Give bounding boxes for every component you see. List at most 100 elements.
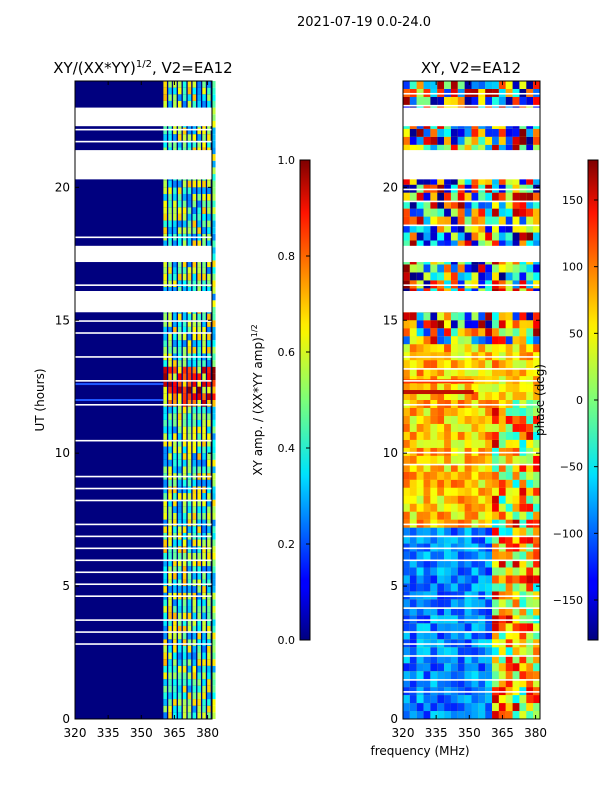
right-heatmap-cell <box>512 216 520 225</box>
left-heatmap-cell <box>197 546 201 553</box>
right-heatmap-cell <box>464 527 472 536</box>
left-heatmap-cell <box>202 599 206 607</box>
right-heatmap-cell <box>464 559 472 568</box>
left-heatmap-cell <box>168 140 172 148</box>
right-heatmap-cell <box>519 407 527 416</box>
left-heatmap-cell <box>182 586 187 593</box>
right-heatmap-cell <box>423 583 431 592</box>
left-heatmap-cell <box>197 406 201 414</box>
left-heatmap-cell <box>182 200 187 208</box>
left-heatmap-cell <box>197 586 201 593</box>
right-heatmap-cell <box>437 479 445 488</box>
left-heatmap-cell <box>163 566 167 573</box>
right-heatmap-cell <box>464 567 472 576</box>
left-heatmap-cell <box>187 413 192 420</box>
right-heatmap-cell <box>444 551 451 560</box>
right-heatmap-cell <box>485 144 493 153</box>
right-x-tick-label: 320 <box>392 726 415 740</box>
right-heatmap-cell <box>498 216 506 225</box>
left-heatmap-cell <box>192 326 197 334</box>
left-heatmap-cell <box>168 393 172 400</box>
left-heatmap-cell <box>207 632 211 640</box>
left-flagged-row <box>75 547 212 550</box>
right-heatmap-cell <box>505 559 513 568</box>
right-heatmap-cell <box>478 264 486 273</box>
left-heatmap-cell <box>182 599 187 607</box>
left-heatmap-cell <box>192 439 197 447</box>
left-heatmap-cell <box>187 446 192 454</box>
right-heatmap-cell <box>430 631 438 640</box>
left-heatmap-cell <box>202 439 206 447</box>
right-heatmap-cell <box>505 415 513 424</box>
right-heatmap-cell <box>533 575 540 584</box>
right-heatmap-cell <box>478 495 486 504</box>
right-heatmap-cell <box>437 503 445 512</box>
right-heatmap-cell <box>423 479 431 488</box>
left-heatmap-cell <box>207 493 211 500</box>
left-heatmap-cell <box>212 134 216 141</box>
right-heatmap-cell <box>423 711 431 719</box>
left-heatmap-cell <box>207 419 211 427</box>
left-heatmap-cell <box>192 340 197 347</box>
left-heatmap-cell <box>197 87 201 95</box>
left-heatmap-cell <box>197 340 201 347</box>
right-heatmap-cell <box>519 320 527 329</box>
right-heatmap-cell <box>437 407 445 416</box>
left-heatmap-cell <box>173 446 177 454</box>
left-heatmap-cell <box>212 592 216 600</box>
right-heatmap-cell <box>464 471 472 480</box>
right-heatmap-cell <box>505 344 513 353</box>
right-heatmap-cell <box>437 208 445 217</box>
left-heatmap-cell <box>173 519 177 527</box>
right-heatmap-cell <box>519 384 527 393</box>
right-heatmap-cell <box>505 695 513 704</box>
left-heatmap-cell <box>197 200 201 208</box>
right-heatmap-cell <box>505 503 513 512</box>
left-heatmap-cell <box>202 712 206 719</box>
right-heatmap-cell <box>444 368 451 377</box>
right-heatmap-cell <box>437 671 445 680</box>
right-heatmap-cell <box>492 407 499 416</box>
left-heatmap-cell <box>212 685 216 693</box>
right-heatmap-cell <box>519 368 527 377</box>
right-heatmap-cell <box>403 631 410 640</box>
right-heatmap-cell <box>409 240 417 249</box>
left-heatmap-cell <box>177 180 182 188</box>
left-heatmap-cell <box>168 287 172 294</box>
right-heatmap-cell <box>533 559 540 568</box>
right-heatmap-cell <box>485 216 493 225</box>
right-heatmap-cell <box>403 535 410 544</box>
right-heatmap-cell <box>485 599 493 608</box>
left-heatmap-cell <box>168 240 172 248</box>
left-heatmap-cell <box>177 413 182 420</box>
left-heatmap-cell <box>168 87 172 95</box>
right-heatmap-cell <box>403 495 410 504</box>
right-heatmap-cell <box>471 264 479 273</box>
right-heatmap-cell <box>505 312 513 321</box>
left-heatmap-cell <box>192 579 197 587</box>
right-heatmap-cell <box>512 559 520 568</box>
right-heatmap-cell <box>492 176 499 185</box>
left-heatmap-cell <box>173 360 177 367</box>
left-heatmap-cell <box>212 247 216 254</box>
right-heatmap-cell <box>437 511 445 520</box>
left-heatmap-cell <box>197 426 201 434</box>
left-heatmap-cell <box>212 373 216 381</box>
right-heatmap-cell <box>505 208 513 217</box>
left-heatmap-cell <box>212 712 216 719</box>
right-heatmap-cell <box>512 208 520 217</box>
left-heatmap-cell <box>173 526 177 533</box>
right-flagged-row <box>403 403 540 406</box>
right-heatmap-cell <box>423 81 431 89</box>
right-heatmap-cell <box>471 360 479 369</box>
right-heatmap-cell <box>512 368 520 377</box>
left-heatmap-cell <box>173 685 177 693</box>
left-heatmap-cell <box>202 393 206 400</box>
right-heatmap-cell <box>416 392 424 400</box>
right-heatmap-cell <box>478 511 486 520</box>
right-heatmap-cell <box>416 559 424 568</box>
right-heatmap-cell <box>485 392 493 400</box>
left-heatmap-cell <box>192 665 197 673</box>
right-heatmap-cell <box>430 208 438 217</box>
left-heatmap-cell <box>163 187 167 194</box>
